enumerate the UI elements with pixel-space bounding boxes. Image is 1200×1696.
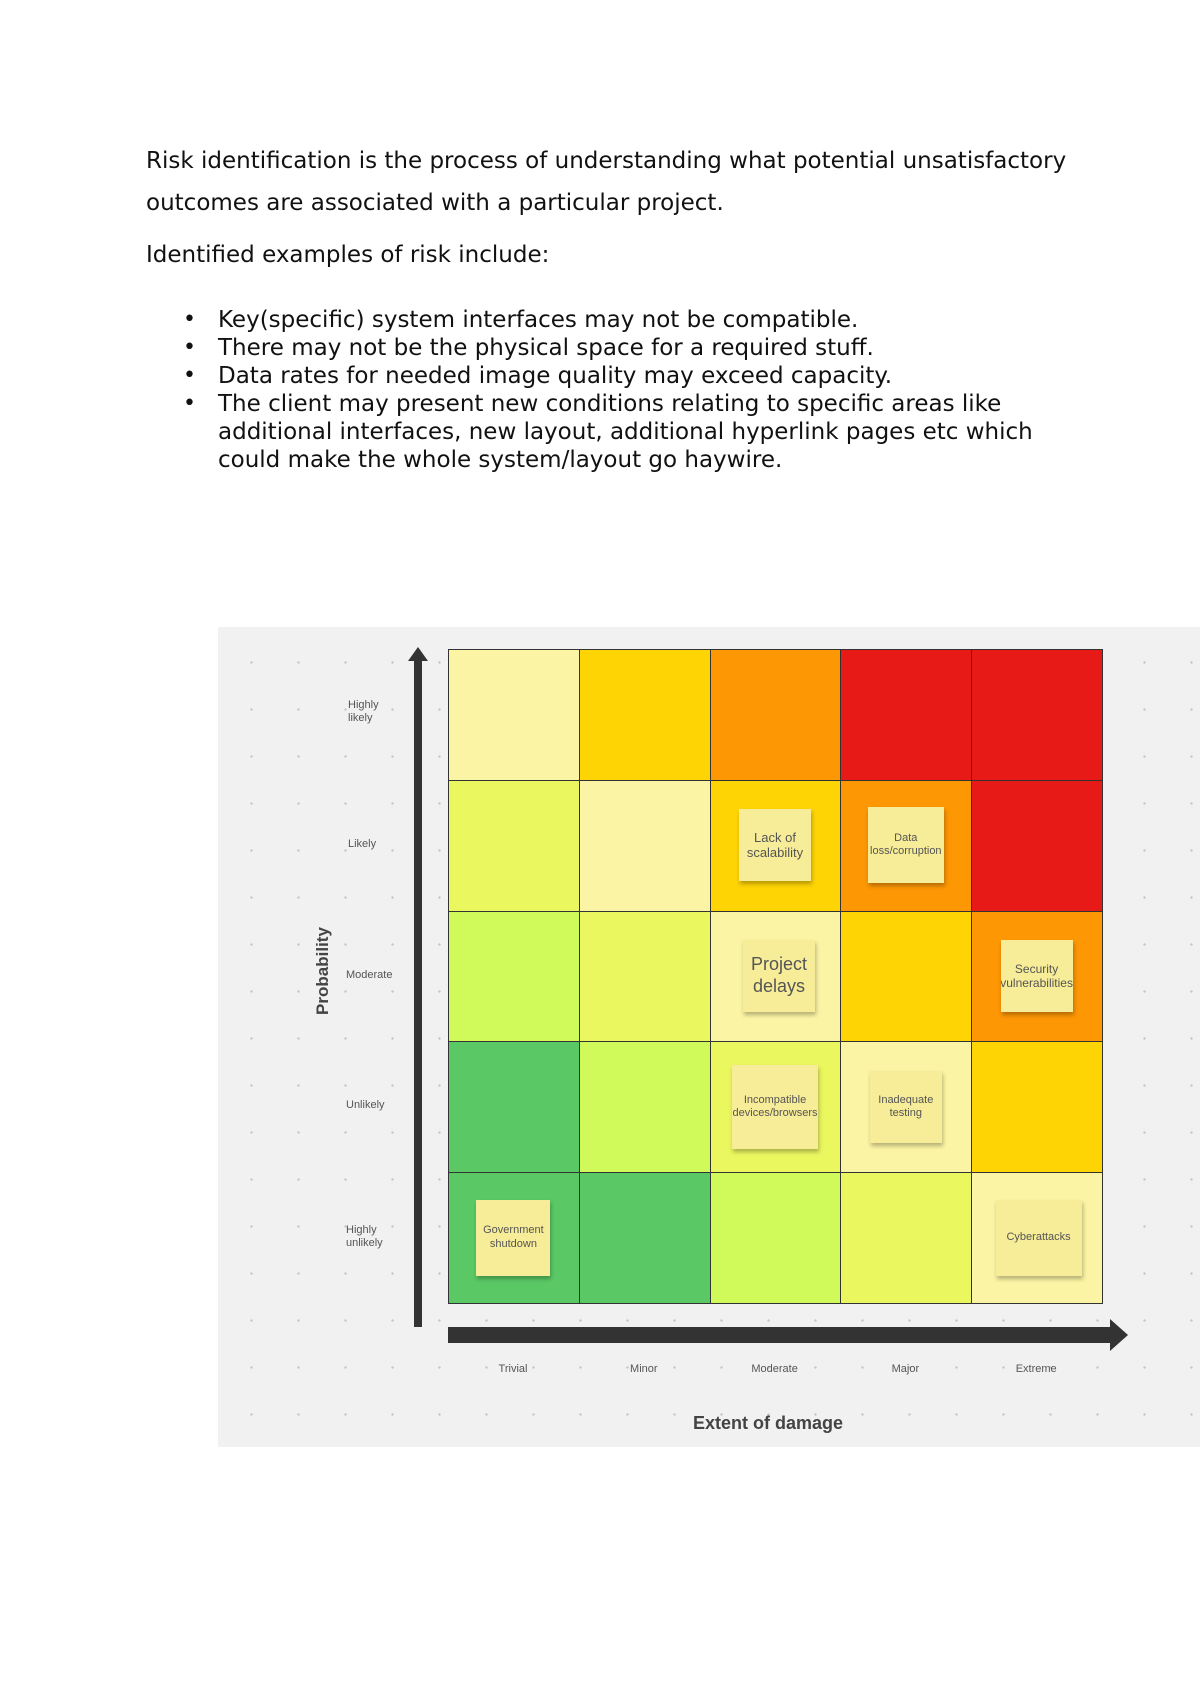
risk-sticky-note: Lack of scalability: [739, 809, 811, 882]
probability-level-label: Highly likely: [348, 699, 379, 724]
damage-level-label: Trivial: [498, 1363, 528, 1375]
matrix-cell: [841, 1173, 973, 1304]
examples-heading: Identified examples of risk include:: [146, 242, 550, 268]
risk-sticky-note: Security vulnerabilities: [1000, 940, 1073, 1012]
damage-arrow-shape: [448, 1319, 1128, 1351]
matrix-cell: [579, 650, 711, 781]
risk-sticky-note: Data loss/corruption: [867, 807, 944, 884]
x-axis-title: Extent of damage: [692, 1413, 844, 1433]
matrix-cell: [449, 650, 580, 781]
bullet-item: Data rates for needed image quality may …: [183, 362, 1096, 390]
probability-level-label: Highly unlikely: [346, 1224, 383, 1250]
matrix-cell: [972, 650, 1103, 781]
probability-level-label: Likely: [348, 837, 377, 850]
matrix-cell: [449, 1042, 580, 1174]
damage-axis-arrow: [448, 1319, 1128, 1351]
damage-level-label: Extreme: [1015, 1363, 1057, 1375]
risk-sticky-note: Government shutdown: [476, 1199, 551, 1276]
matrix-cell: [449, 780, 580, 912]
damage-level-label: Major: [891, 1363, 920, 1375]
damage-level-label: Minor: [630, 1363, 658, 1375]
bullet-item: Key(specific) system interfaces may not …: [183, 306, 1096, 334]
probability-level-label: Moderate: [346, 968, 393, 981]
matrix-cell: [449, 911, 580, 1043]
y-axis-title: Probability: [313, 927, 332, 1015]
matrix-cell: [972, 1042, 1103, 1174]
matrix-cell: [579, 1042, 711, 1174]
matrix-cell: [841, 911, 973, 1043]
bullet-item: The client may present new conditions re…: [183, 390, 1096, 474]
matrix-cell: [710, 1173, 842, 1304]
matrix-cell: [579, 911, 711, 1043]
matrix-cell: [579, 780, 711, 912]
risk-sticky-note: Cyberattacks: [995, 1199, 1082, 1276]
matrix-cell: [579, 1173, 711, 1304]
risk-sticky-note: Incompatible devices/browsers: [732, 1064, 818, 1149]
matrix-cell: [710, 650, 842, 781]
risk-bullet-list: Key(specific) system interfaces may not …: [146, 306, 1096, 474]
risk-grid: [448, 649, 1103, 1304]
probability-arrow-shape: [408, 647, 428, 1327]
document-text: Risk identification is the process of un…: [146, 140, 1096, 474]
matrix-cell: [972, 780, 1103, 912]
risk-matrix-image: Probability Extent of damage Highly like…: [218, 627, 1200, 1447]
bullet-item: There may not be the physical space for …: [183, 334, 1096, 362]
risk-sticky-note: Inadequate testing: [869, 1070, 942, 1143]
damage-level-label: Moderate: [751, 1363, 798, 1375]
probability-axis-arrow: [408, 647, 428, 1327]
matrix-cell: [841, 650, 973, 781]
risk-sticky-note: Project delays: [743, 940, 815, 1012]
probability-level-label: Unlikely: [346, 1099, 385, 1112]
intro-paragraph: Risk identification is the process of un…: [146, 148, 1067, 216]
